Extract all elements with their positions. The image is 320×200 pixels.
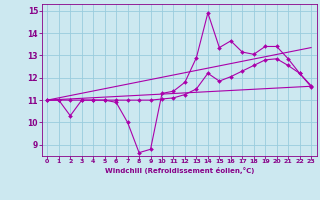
X-axis label: Windchill (Refroidissement éolien,°C): Windchill (Refroidissement éolien,°C) (105, 167, 254, 174)
